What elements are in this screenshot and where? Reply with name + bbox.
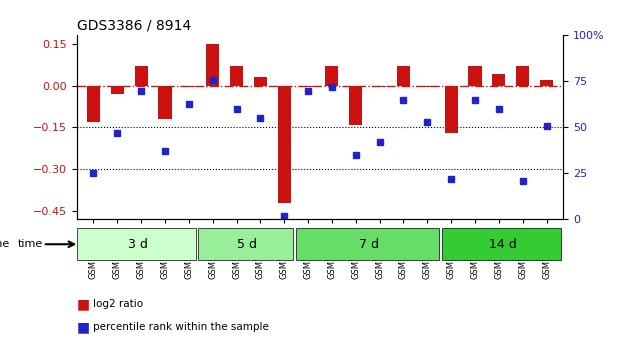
Text: GDS3386 / 8914: GDS3386 / 8914 <box>77 19 191 33</box>
FancyBboxPatch shape <box>442 228 561 260</box>
Bar <box>182 86 195 87</box>
Bar <box>516 66 529 86</box>
Text: ■: ■ <box>77 320 90 335</box>
Bar <box>540 80 553 86</box>
Text: log2 ratio: log2 ratio <box>93 299 143 309</box>
Text: 7 d: 7 d <box>358 238 379 251</box>
Bar <box>420 86 434 87</box>
FancyBboxPatch shape <box>77 228 196 260</box>
Bar <box>87 86 100 122</box>
Text: percentile rank within the sample: percentile rank within the sample <box>93 322 269 332</box>
Bar <box>468 66 481 86</box>
Bar <box>254 77 267 86</box>
Bar <box>206 44 220 86</box>
Bar <box>301 86 315 87</box>
Text: 5 d: 5 d <box>237 238 257 251</box>
Text: ■: ■ <box>77 297 90 312</box>
Bar <box>492 74 506 86</box>
Text: time: time <box>17 239 43 249</box>
Bar <box>397 66 410 86</box>
Bar <box>373 86 386 87</box>
Bar <box>445 86 458 133</box>
Text: time: time <box>0 239 13 249</box>
Bar <box>278 86 291 203</box>
Bar <box>349 86 362 125</box>
FancyBboxPatch shape <box>198 228 293 260</box>
Bar <box>230 66 243 86</box>
FancyBboxPatch shape <box>296 228 439 260</box>
Bar <box>111 86 124 94</box>
Bar <box>159 86 172 119</box>
Text: 3 d: 3 d <box>127 238 148 251</box>
Bar <box>134 66 148 86</box>
Text: 14 d: 14 d <box>488 238 516 251</box>
Bar <box>325 66 339 86</box>
